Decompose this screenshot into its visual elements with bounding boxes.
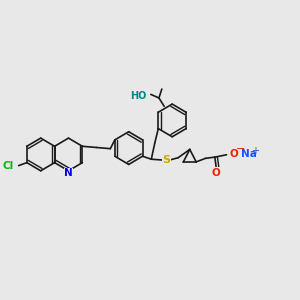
Text: O: O [212,168,221,178]
Text: S: S [163,155,170,165]
Text: Cl: Cl [3,160,14,171]
Text: N: N [64,168,73,178]
Text: O: O [230,149,238,159]
Text: −: − [236,144,245,154]
Text: Na: Na [241,149,257,159]
Text: +: + [251,146,259,156]
Text: HO: HO [130,92,147,101]
